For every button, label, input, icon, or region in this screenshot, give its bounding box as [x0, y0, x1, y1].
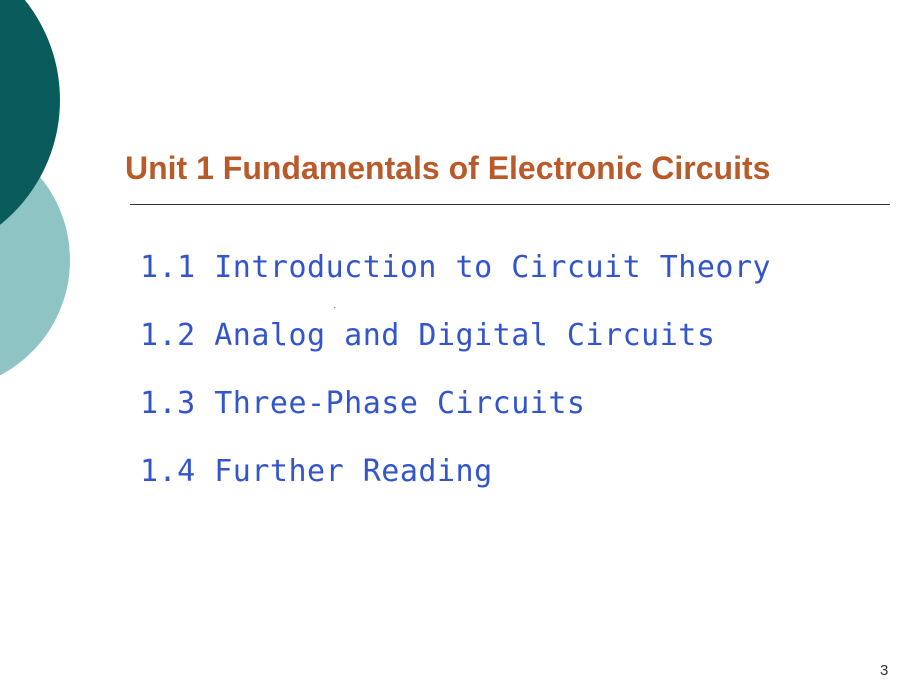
unit-title: Unit 1 Fundamentals of Electronic Circui… [125, 150, 770, 187]
toc-item: 1.1 Introduction to Circuit Theory [140, 250, 771, 285]
toc-item: 1.4 Further Reading [140, 454, 493, 489]
page-number: 3 [880, 662, 888, 679]
center-dot-marker: · [333, 303, 336, 314]
title-underline [130, 204, 890, 205]
toc-item: 1.2 Analog and Digital Circuits [140, 318, 715, 353]
toc-item: 1.3 Three-Phase Circuits [140, 386, 585, 421]
